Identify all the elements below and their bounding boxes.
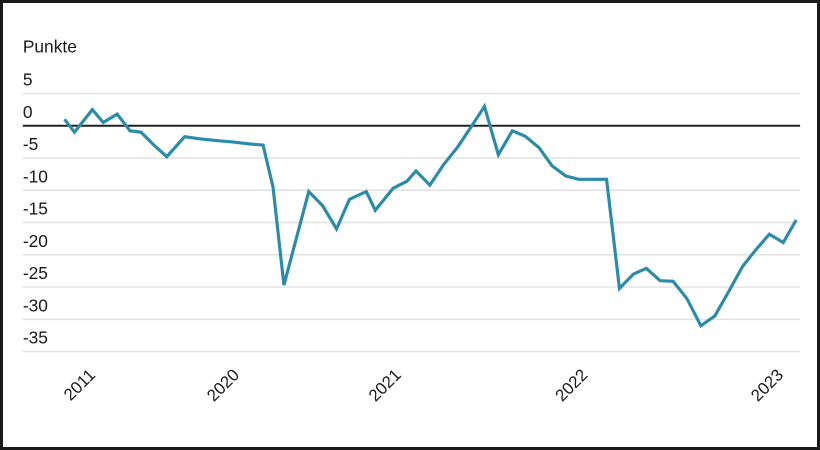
x-tick-label: 2021 bbox=[365, 365, 405, 405]
y-tick-label: -25 bbox=[23, 263, 48, 283]
y-tick-label: -5 bbox=[23, 134, 38, 154]
y-tick-label: -10 bbox=[23, 166, 48, 186]
x-tick-label: 2020 bbox=[203, 365, 243, 405]
y-tick-label: -35 bbox=[23, 328, 48, 348]
y-tick-label: -20 bbox=[23, 231, 48, 251]
y-axis-title: Punkte bbox=[23, 36, 77, 56]
y-tick-label: 0 bbox=[23, 102, 33, 122]
x-tick-label: 2011 bbox=[60, 365, 99, 404]
y-tick-label: -15 bbox=[23, 199, 48, 219]
x-tick-label: 2023 bbox=[747, 365, 787, 405]
x-tick-label: 2022 bbox=[552, 365, 592, 405]
data-line bbox=[63, 102, 798, 329]
line-chart: 5 0 -5 -10 -15 -20 -25 -30 -35 Punkte 2011 2020 2021… bbox=[22, 36, 801, 405]
y-tick-label: -30 bbox=[23, 295, 48, 315]
y-tick-label: 5 bbox=[23, 70, 33, 90]
